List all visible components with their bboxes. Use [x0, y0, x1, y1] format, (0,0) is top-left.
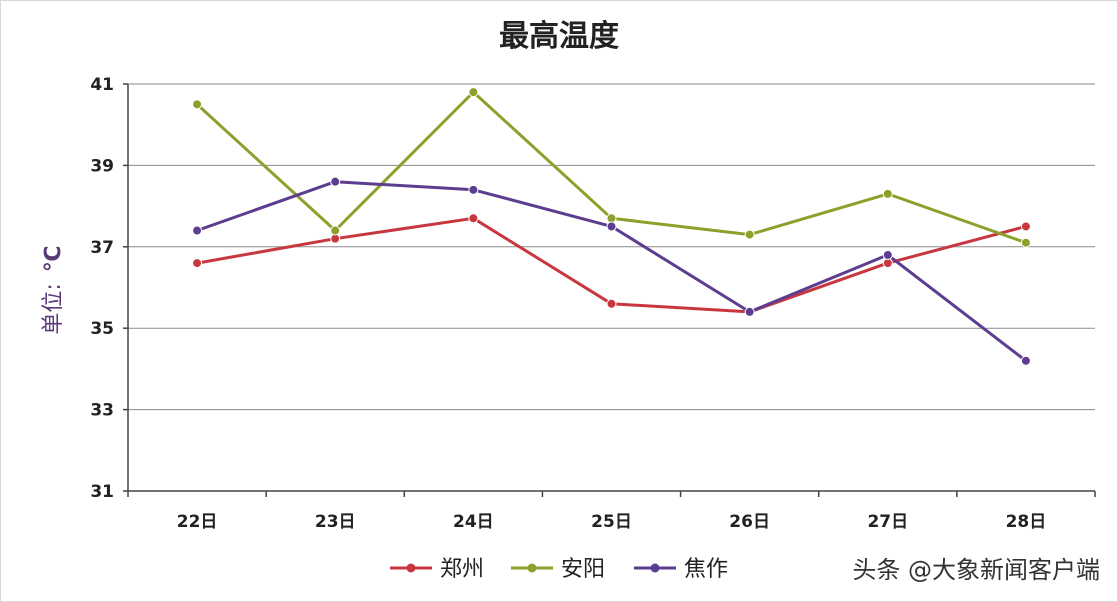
data-point	[330, 225, 341, 236]
legend-label: 焦作	[684, 557, 728, 582]
data-point	[1020, 237, 1031, 248]
x-tick-label: 26日	[729, 512, 770, 532]
x-tick-label: 24日	[453, 512, 494, 532]
y-tick-label: 39	[90, 156, 114, 176]
data-point	[1020, 355, 1031, 366]
watermark-text: 头条 @大象新闻客户端	[852, 556, 1100, 584]
data-point	[606, 298, 617, 309]
y-tick-labels: 31 33 35 37 39 41	[90, 75, 114, 502]
x-tick-label: 27日	[867, 512, 908, 532]
x-tick-label: 23日	[315, 512, 356, 532]
y-tick-label: 33	[90, 401, 114, 421]
data-point	[468, 213, 479, 224]
chart-title: 最高温度	[499, 19, 619, 54]
legend: 郑州 安阳 焦作	[390, 557, 728, 582]
x-tick-label: 25日	[591, 512, 632, 532]
legend-swatch-marker	[406, 563, 416, 573]
y-tick-label: 35	[90, 319, 114, 339]
data-point	[192, 258, 203, 269]
x-tick-label: 28日	[1006, 512, 1047, 532]
y-tick-label: 37	[90, 238, 114, 258]
svg-text:单位: ℃: 单位: ℃	[41, 245, 66, 334]
data-point	[192, 99, 203, 110]
x-tick-labels: 22日 23日 24日 25日 26日 27日 28日	[177, 512, 1047, 532]
axes	[123, 83, 1096, 497]
series-lines	[192, 87, 1031, 366]
data-point	[1020, 221, 1031, 232]
legend-swatch-marker	[527, 563, 537, 573]
data-point	[330, 176, 341, 187]
x-tick-label: 22日	[177, 512, 218, 532]
y-axis-label-text: 单位:	[41, 283, 66, 334]
data-point	[192, 225, 203, 236]
data-point	[468, 184, 479, 195]
data-point	[606, 221, 617, 232]
legend-label: 安阳	[561, 557, 605, 582]
y-axis-label-unit: ℃	[41, 245, 66, 272]
legend-label: 郑州	[440, 557, 484, 582]
data-point	[882, 249, 893, 260]
y-axis-label: 单位: ℃	[41, 245, 66, 334]
y-tick-label: 41	[90, 75, 114, 95]
data-point	[744, 229, 755, 240]
data-point	[744, 306, 755, 317]
y-tick-label: 31	[90, 482, 114, 502]
legend-swatch-marker	[650, 563, 660, 573]
data-point	[882, 188, 893, 199]
data-point	[468, 87, 479, 98]
